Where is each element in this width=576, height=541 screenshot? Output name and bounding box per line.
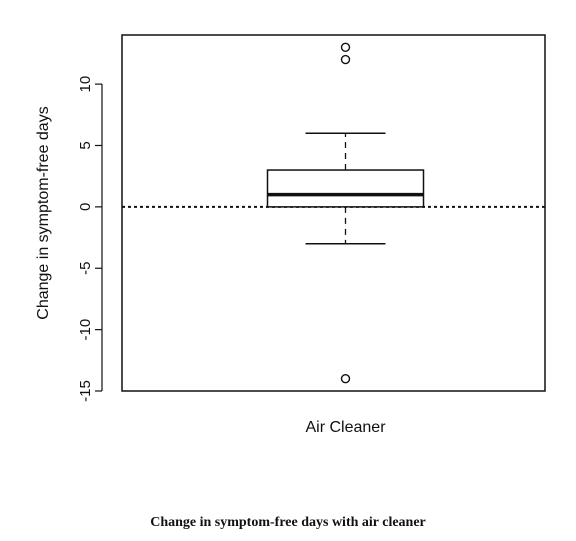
box-series [266, 42, 425, 384]
plot-frame [121, 34, 546, 392]
y-axis: -15 -10 -5 0 5 10 [77, 76, 103, 402]
y-tick-label: -5 [77, 262, 94, 275]
x-category-label: Air Cleaner [305, 419, 386, 436]
y-tick-label: 5 [77, 141, 94, 149]
plot-border [121, 34, 546, 392]
x-axis: Air Cleaner [305, 419, 386, 436]
y-tick-label: 0 [77, 203, 94, 211]
y-tick-label: -15 [77, 380, 94, 402]
y-axis-label: Change in symptom-free days [35, 106, 52, 319]
y-tick-label: 10 [77, 76, 94, 93]
outlier-point [340, 374, 351, 384]
outlier-point [340, 54, 351, 65]
boxplot-chart: -15 -10 -5 0 5 10 Air Cleaner Change in sympt… [35, 34, 546, 436]
figure-caption: Change in symptom-free days with air cle… [150, 515, 426, 530]
y-tick-label: -10 [77, 319, 94, 341]
iqr-box [266, 169, 425, 208]
outlier-point [340, 42, 351, 52]
